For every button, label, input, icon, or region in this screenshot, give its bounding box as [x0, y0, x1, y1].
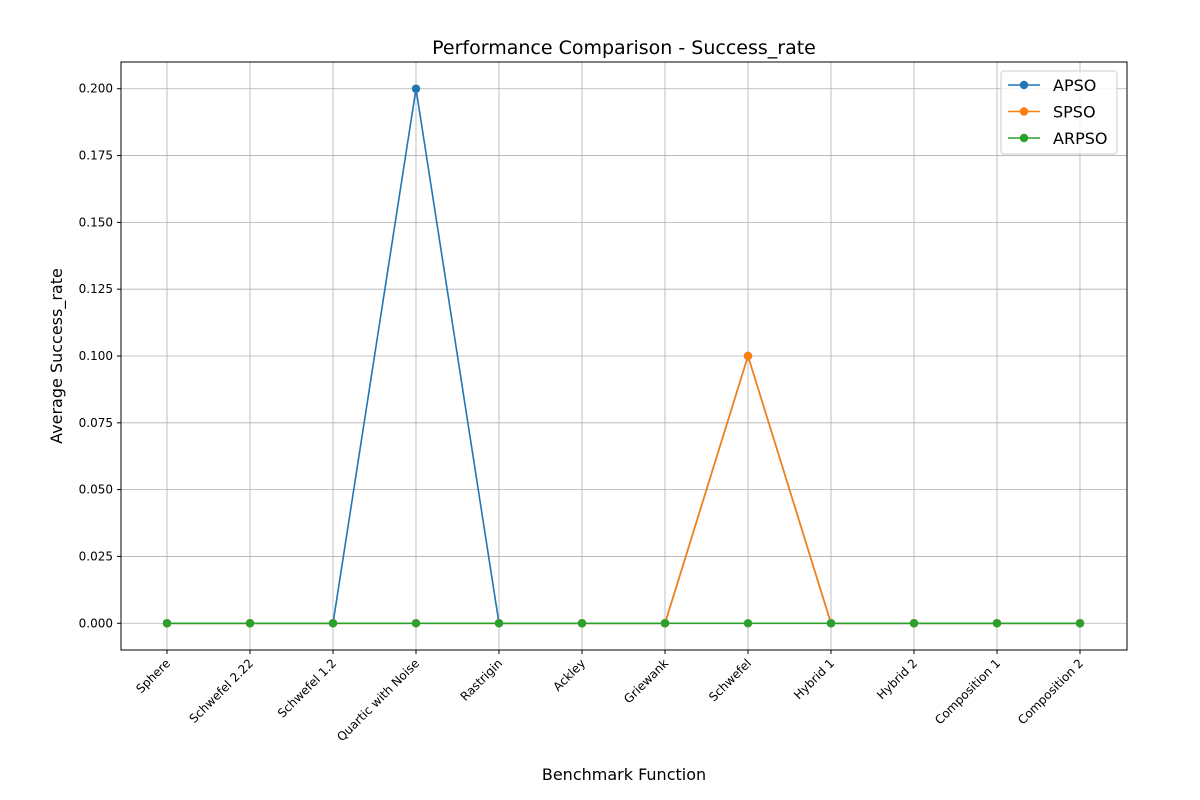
series-lines: [162, 84, 1085, 628]
x-axis-label: Benchmark Function: [542, 765, 706, 784]
legend-marker-arpso: [1019, 133, 1029, 143]
legend: APSO SPSO ARPSO: [1000, 70, 1118, 155]
y-axis-label: Average Success_rate: [47, 268, 67, 444]
data-point-arpso: [494, 619, 504, 628]
data-point-arpso: [577, 619, 587, 628]
y-tick-label: 0.050: [79, 483, 113, 497]
data-point-arpso: [992, 619, 1002, 628]
legend-label-apso: APSO: [1053, 76, 1096, 95]
y-tick-label: 0.100: [79, 349, 113, 363]
data-point-arpso: [162, 619, 172, 628]
y-tick-label: 0.175: [79, 149, 113, 163]
data-point-arpso: [743, 619, 753, 628]
y-tick-label: 0.000: [79, 616, 113, 630]
y-tick-label: 0.075: [79, 416, 113, 430]
legend-marker-spso: [1019, 107, 1029, 116]
chart-title: Performance Comparison - Success_rate: [432, 37, 816, 59]
data-point-arpso: [411, 619, 421, 628]
y-tick-label: 0.125: [79, 282, 113, 296]
data-point-arpso: [660, 619, 670, 628]
y-axis-ticks: 0.000 0.025 0.050 0.075 0.100 0.125 0.150 0.175…: [79, 82, 121, 630]
data-point-arpso: [245, 619, 255, 628]
legend-label-arpso: ARPSO: [1053, 129, 1107, 148]
data-point-arpso: [1075, 619, 1085, 628]
data-point-arpso: [826, 619, 836, 628]
data-point-arpso: [909, 619, 919, 628]
y-tick-label: 0.025: [79, 549, 113, 563]
y-tick-label: 0.150: [79, 215, 113, 229]
data-point-arpso: [328, 619, 338, 628]
y-tick-label: 0.200: [79, 82, 113, 96]
legend-marker-apso: [1019, 80, 1029, 90]
legend-box: [1000, 70, 1118, 155]
data-point-spso: [743, 351, 753, 361]
legend-label-spso: SPSO: [1053, 103, 1096, 122]
grid-lines: [121, 62, 1127, 650]
data-point-apso: [411, 84, 421, 93]
